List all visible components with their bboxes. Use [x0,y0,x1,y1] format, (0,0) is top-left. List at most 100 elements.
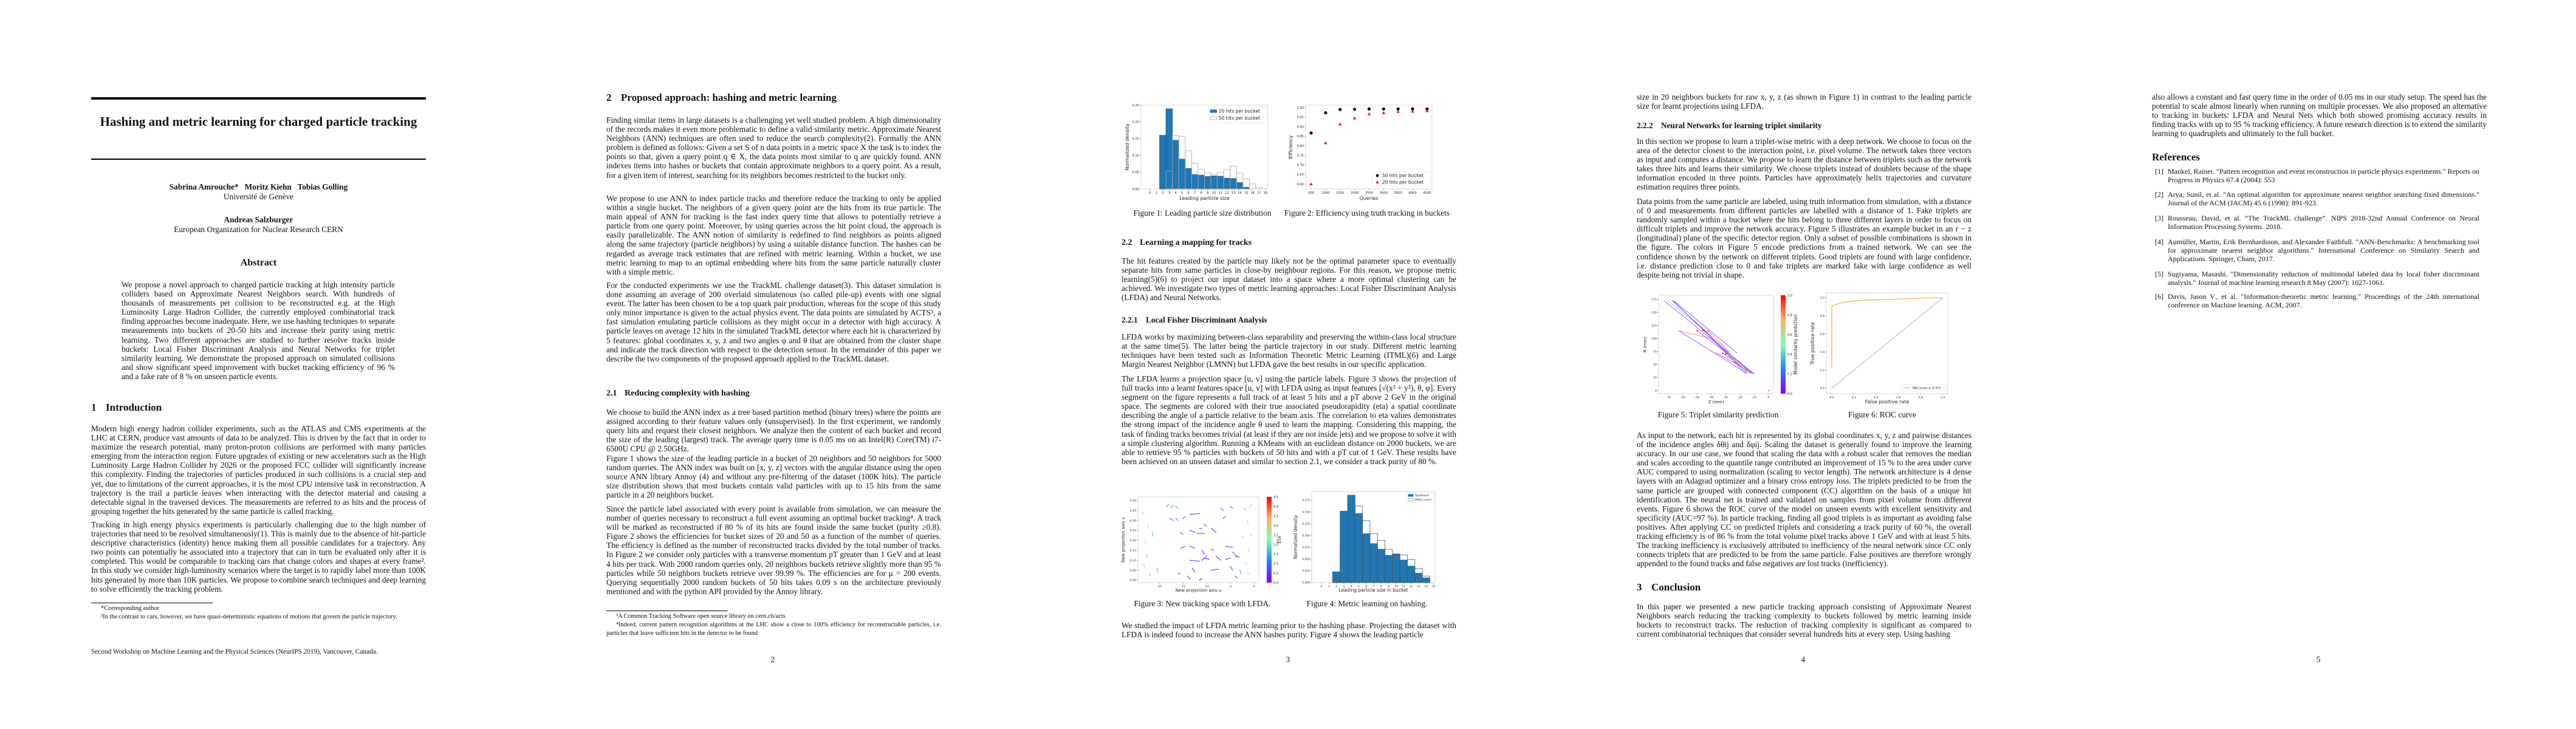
x-tick-label: -50 [1695,396,1700,400]
x-tick-label: 500 [1308,191,1314,195]
y-tick-label: 150 [1651,311,1657,315]
x-tick-label: 2000 [1351,191,1358,195]
x-tick-label: 14 [1424,584,1428,588]
page-number: 4 [1801,655,1806,664]
page-number: 3 [1286,655,1290,664]
x-tick-label: 16 [1250,191,1255,195]
data-point [1382,111,1386,114]
data-point [1367,107,1371,111]
x-tick-label: 10 [1394,584,1398,588]
histogram-bar [1354,513,1363,583]
y-tick-label: 0.95 [1297,116,1304,120]
track-hit [1146,524,1148,525]
x-tick-label: -20 [1738,396,1742,400]
x-axis-label: Queries [1360,196,1379,201]
track-segment [1180,546,1186,549]
figure-caption: Figure 5: Triplet similarity prediction [1657,410,1779,419]
hit-point [1704,330,1705,332]
data-point [1309,182,1313,186]
y-tick-label: 0.10 [1132,154,1139,158]
figure-caption: Figure 3: New tracking space with LFDA. [1134,599,1271,608]
y-tick-label: 0.050 [1302,558,1310,561]
histogram-bar [1399,560,1408,583]
x-tick-label: 0.0 [1829,396,1834,400]
track-segment [1182,516,1186,519]
histogram-bar [1347,495,1355,583]
legend-swatch [1408,498,1414,501]
data-point [1338,122,1342,126]
track-segment [1143,564,1146,569]
x-tick-label: 0.4 [1874,396,1879,400]
track-segment [1190,546,1196,549]
reference-text: Arya, Sunil, et al. "An optimal algorith… [2168,190,2479,207]
footnote: ⁴Indeed, current pattern recognition alg… [606,621,941,637]
y-axis-label: Normalized density [1125,123,1130,171]
track-hit [1142,512,1143,513]
paragraph: Figure 1 shows the size of the leading p… [606,454,941,500]
x-tick-label: 11 [1402,584,1406,588]
colorbar-tick-label: 3.0 [1273,524,1278,528]
x-tick-label: 17 [1257,191,1261,195]
legend-box [1372,171,1431,187]
track-segment [1180,532,1184,535]
reference-item: [4] Aumüller, Martin, Erik Bernhardsson, … [2155,238,2479,263]
x-axis-label: Z (mm) [1708,400,1724,405]
x-tick-label: -30 [1724,396,1728,400]
histogram-bar [1242,187,1250,190]
y-tick-label: 75 [1653,350,1657,354]
author-block-2: Andreas Salzburger European Organization… [91,215,426,234]
track-segment [1246,572,1250,575]
y-axis-label: Normalized density [1293,515,1298,559]
section-title: Neural Networks for learning triplet sim… [1661,121,1822,130]
figure-2-efficiency-scatter: 500 1000 1500 2000 2500 3000 3500 4000 4500 0.60 0… [1288,104,1433,201]
x-tick-label: 2 [1162,191,1163,195]
figure-3-lfda-projection: -20 -15 -10 -5 0 0.00 0.05 0.10 0.15 0.20 0.25 0.30… [1121,496,1282,593]
x-tick-label: 7 [1194,191,1196,195]
colorbar-tick-label: 4.0 [1273,505,1278,509]
paragraph: LFDA works by maximizing between-class s… [1122,332,1456,369]
x-tick-label: 1500 [1336,191,1344,195]
track-segment [1225,546,1233,548]
data-point [1411,107,1414,111]
reference-text: Aumüller, Martin, Erik Bernhardsson, and… [2168,238,2479,263]
x-axis-label: False positive rate [1865,399,1910,405]
triplet-segment [1704,330,1746,374]
x-tick-label: -20 [1157,585,1162,589]
track-segment [1146,553,1148,559]
track-segment [1211,569,1219,571]
x-tick-label: -15 [1180,585,1185,589]
footnotes: ³A Common Tracking Software open source … [606,612,941,638]
paragraph: As input to the network, each hit is rep… [1637,431,1971,569]
track-segment [1225,558,1231,560]
chance-diagonal [1831,297,1944,389]
section-heading: 3 Conclusion [1637,581,1701,594]
track-segment [1177,573,1181,575]
section-number: 2 [606,92,612,103]
y-tick-label: 0.65 [1297,173,1304,177]
colorbar-tick-label: 1.5 [1273,553,1278,556]
track-hit [1244,561,1245,563]
y-tick-label: 0.4 [1820,351,1824,354]
colorbar-tick-label: 1.0 [1273,563,1278,566]
paragraph: Finding similar items in large datasets … [606,115,941,180]
histogram-bar [1191,174,1199,190]
x-tick-label: 15 [1244,191,1249,195]
page-number: 5 [2316,655,2321,664]
page-3: 0 1 2 3 4 5 6 7 8 9 10 11 12 13 14 15 16 17 18 0.00 0.05 0.10… [1030,0,1546,729]
histogram-bar [1255,187,1262,190]
figure-caption: Figure 1: Leading particle size distribu… [1133,208,1272,217]
x-tick-label: 3500 [1394,191,1402,195]
section-title: Conclusion [1651,581,1701,593]
reference-number: [5] [2155,270,2163,278]
legend-label: Metric Learn [1415,498,1432,502]
colorbar-tick-label: 2.0 [1273,543,1278,547]
data-point [1396,109,1400,113]
y-tick-label: 0.05 [1132,171,1139,174]
paragraph: For the conducted experiments we use the… [606,281,941,363]
paragraph: In this paper we presented a new particl… [1637,602,1971,639]
x-tick-label: 10 [1212,191,1216,195]
y-tick-label: 0.30 [1130,519,1136,522]
colorbar-label: Eta [1276,536,1282,543]
track-segment [1211,549,1214,551]
legend-box [1900,384,1947,392]
